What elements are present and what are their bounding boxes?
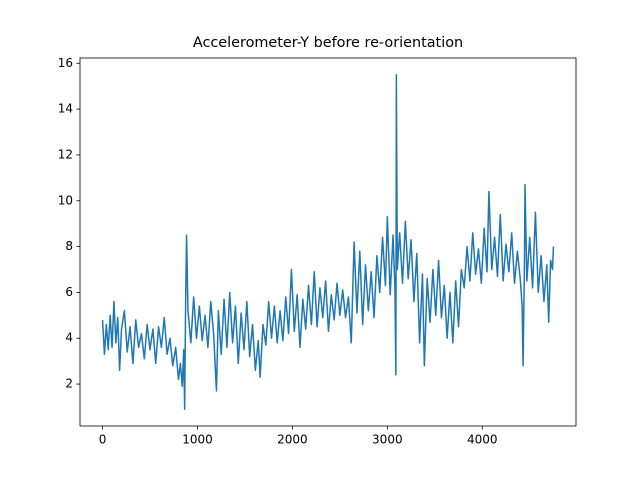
y-tick-label: 12 — [58, 147, 73, 161]
chart-title: Accelerometer-Y before re-orientation — [193, 35, 463, 51]
y-tick-label: 8 — [65, 239, 73, 253]
plot-frame — [79, 57, 577, 427]
x-tick-label: 4000 — [467, 433, 498, 447]
x-tick-label: 0 — [99, 433, 107, 447]
y-tick-label: 4 — [65, 331, 73, 345]
y-tick-label: 10 — [58, 193, 73, 207]
y-tick-label: 16 — [58, 56, 73, 70]
y-tick-label: 6 — [65, 285, 73, 299]
x-tick-label: 2000 — [277, 433, 308, 447]
x-tick-label: 3000 — [372, 433, 403, 447]
data-line — [101, 73, 555, 411]
y-tick-label: 14 — [58, 102, 73, 116]
x-tick-label: 1000 — [182, 433, 213, 447]
y-tick-label: 2 — [65, 377, 73, 391]
